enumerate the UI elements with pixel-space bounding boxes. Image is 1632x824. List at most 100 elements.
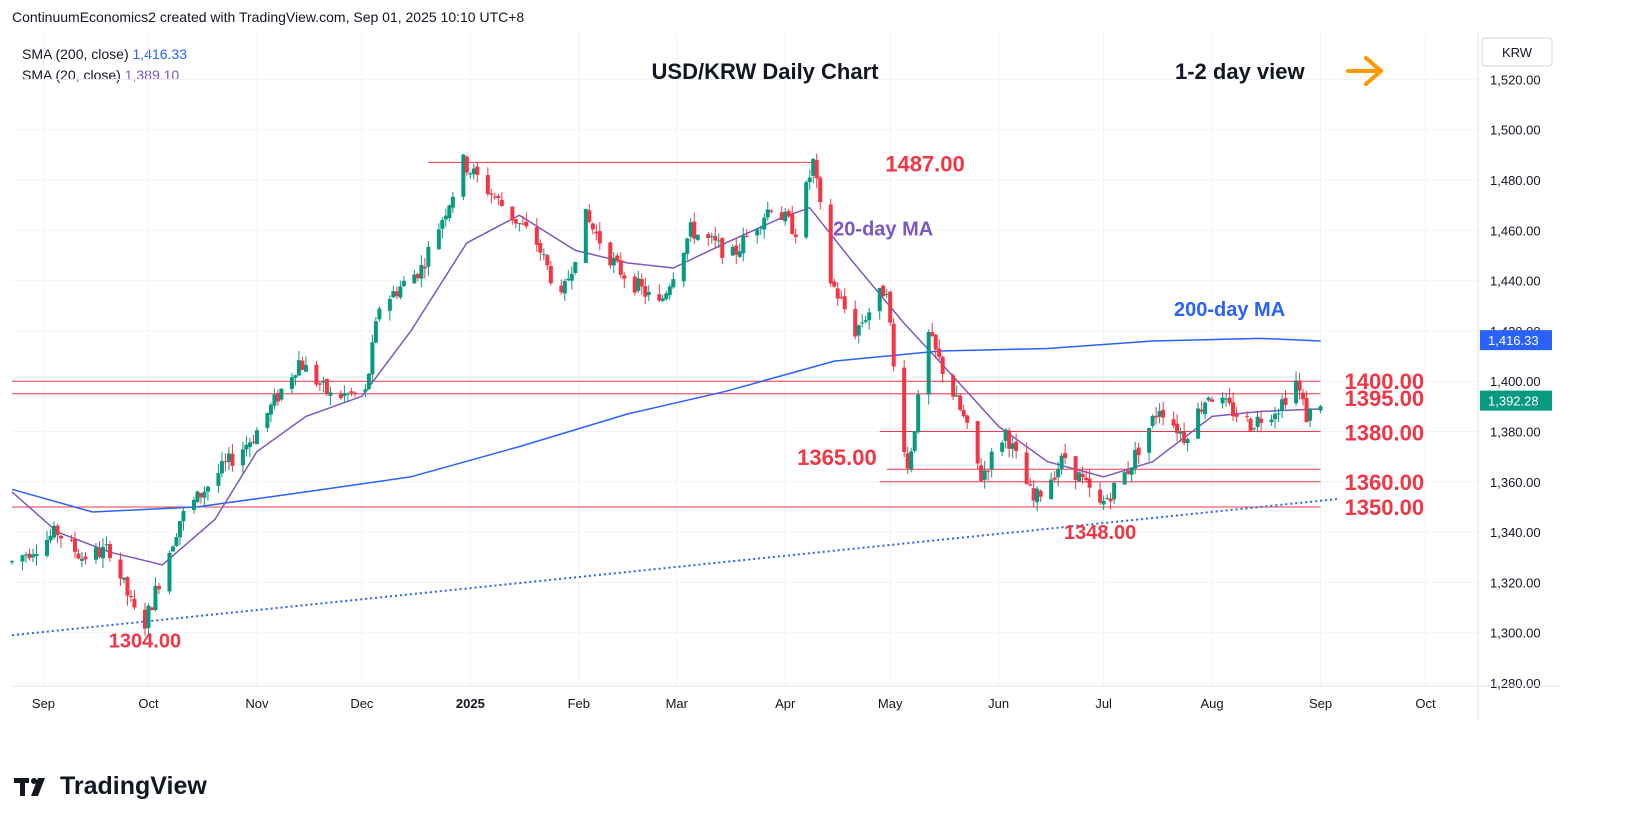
candle-body (373, 321, 378, 343)
candle-body (436, 229, 441, 250)
candle-body (867, 312, 872, 321)
candle-body (769, 210, 774, 212)
candle-body (1052, 477, 1057, 480)
candle-body (177, 521, 182, 538)
candle-body (811, 159, 816, 177)
candle-body (328, 392, 333, 396)
price-badge (1480, 390, 1552, 411)
x-tick-label: Mar (666, 696, 689, 711)
y-tick-label: 1,400.00 (1490, 374, 1541, 389)
candle-body (1210, 399, 1215, 402)
candle-body (118, 559, 123, 579)
candle-body (461, 154, 466, 197)
price-badges: 1,416.33 1,392.28 (1480, 330, 1552, 411)
x-tick-label: Aug (1201, 696, 1224, 711)
candle-body (786, 210, 791, 217)
candle-body (1031, 488, 1036, 501)
candle-body (23, 554, 28, 556)
candle-body (366, 373, 371, 389)
candle-body (317, 383, 322, 385)
candle-body (986, 470, 991, 472)
y-tick-label: 1,440.00 (1490, 274, 1541, 289)
candle-body (202, 491, 207, 498)
price-badge-text: 1,392.28 (1488, 394, 1539, 409)
candle-body (1147, 427, 1152, 453)
candle-body (247, 442, 252, 448)
candle-body (489, 193, 494, 195)
moving-averages (11, 206, 1321, 566)
candle-body (1024, 452, 1029, 485)
candle-body (1007, 430, 1012, 449)
candle-body (1101, 500, 1106, 505)
x-tick-label: Oct (1415, 696, 1436, 711)
y-tick-label: 1,340.00 (1490, 525, 1541, 540)
candle-body (1308, 408, 1313, 421)
level-label: 1350.00 (1345, 495, 1425, 520)
candle-body (706, 234, 711, 239)
candle-body (1122, 472, 1127, 485)
level-label: 1395.00 (1345, 386, 1425, 411)
candle-body (1224, 398, 1229, 400)
view-text: 1-2 day view (1175, 59, 1306, 84)
candle-body (793, 234, 798, 238)
candle-body (856, 325, 861, 336)
candle-body (1252, 428, 1257, 430)
candle-body (615, 255, 620, 262)
candle-body (912, 431, 917, 451)
candle-body (534, 227, 539, 245)
candle-body (1283, 397, 1288, 405)
chart-annotations: USD/KRW Daily Chart 1-2 day view 1304.00 13… (109, 56, 1383, 653)
candle-body (272, 394, 277, 406)
candle-body (916, 394, 921, 433)
candle-body (713, 235, 718, 241)
candle-body (1301, 392, 1306, 400)
candle-body (510, 206, 515, 221)
candle-body (499, 199, 504, 206)
candle-body (464, 156, 469, 173)
candle-body (1077, 472, 1082, 482)
candle-body (667, 286, 672, 296)
candle-body (1136, 447, 1141, 456)
annotation-label: 1348.00 (1064, 522, 1136, 544)
level-label: 1365.00 (797, 445, 877, 470)
candle-body (1185, 439, 1190, 444)
candle-body (632, 276, 637, 293)
candle-body (926, 331, 931, 395)
y-tick-label: 1,500.00 (1490, 123, 1541, 138)
candle-body (401, 280, 406, 287)
candle-body (1010, 443, 1015, 449)
y-tick-label: 1,380.00 (1490, 425, 1541, 440)
candle-body (1003, 429, 1008, 441)
candle-body (1112, 482, 1117, 500)
candle-body (1259, 418, 1264, 423)
candle-body (1063, 453, 1068, 458)
candle-body (594, 231, 599, 234)
candle-body (447, 205, 452, 219)
candles (10, 153, 1323, 637)
candle-body (97, 548, 102, 558)
level-label: 1400.00 (1345, 369, 1425, 394)
candle-body (842, 296, 847, 310)
candle-body (737, 251, 742, 257)
candle-body (1231, 402, 1236, 417)
candle-body (1108, 498, 1113, 502)
candle-body (279, 388, 284, 400)
candle-body (100, 546, 105, 559)
candle-body (1203, 402, 1208, 415)
candle-body (251, 441, 256, 443)
candle-body (1234, 413, 1239, 417)
candle-body (51, 525, 56, 538)
candle-body (1280, 399, 1285, 411)
candle-body (146, 605, 151, 628)
candle-body (1294, 380, 1299, 404)
candle-body (573, 261, 578, 273)
candle-body (835, 288, 840, 299)
candle-body (1182, 431, 1187, 443)
candle-body (905, 453, 910, 469)
tradingview-logo[interactable]: TradingView (14, 772, 207, 801)
candle-body (107, 544, 112, 559)
candle-body (1161, 409, 1166, 418)
sma200-legend[interactable]: SMA (200, close) 1,416.33 (22, 44, 187, 65)
candle-body (804, 182, 809, 238)
